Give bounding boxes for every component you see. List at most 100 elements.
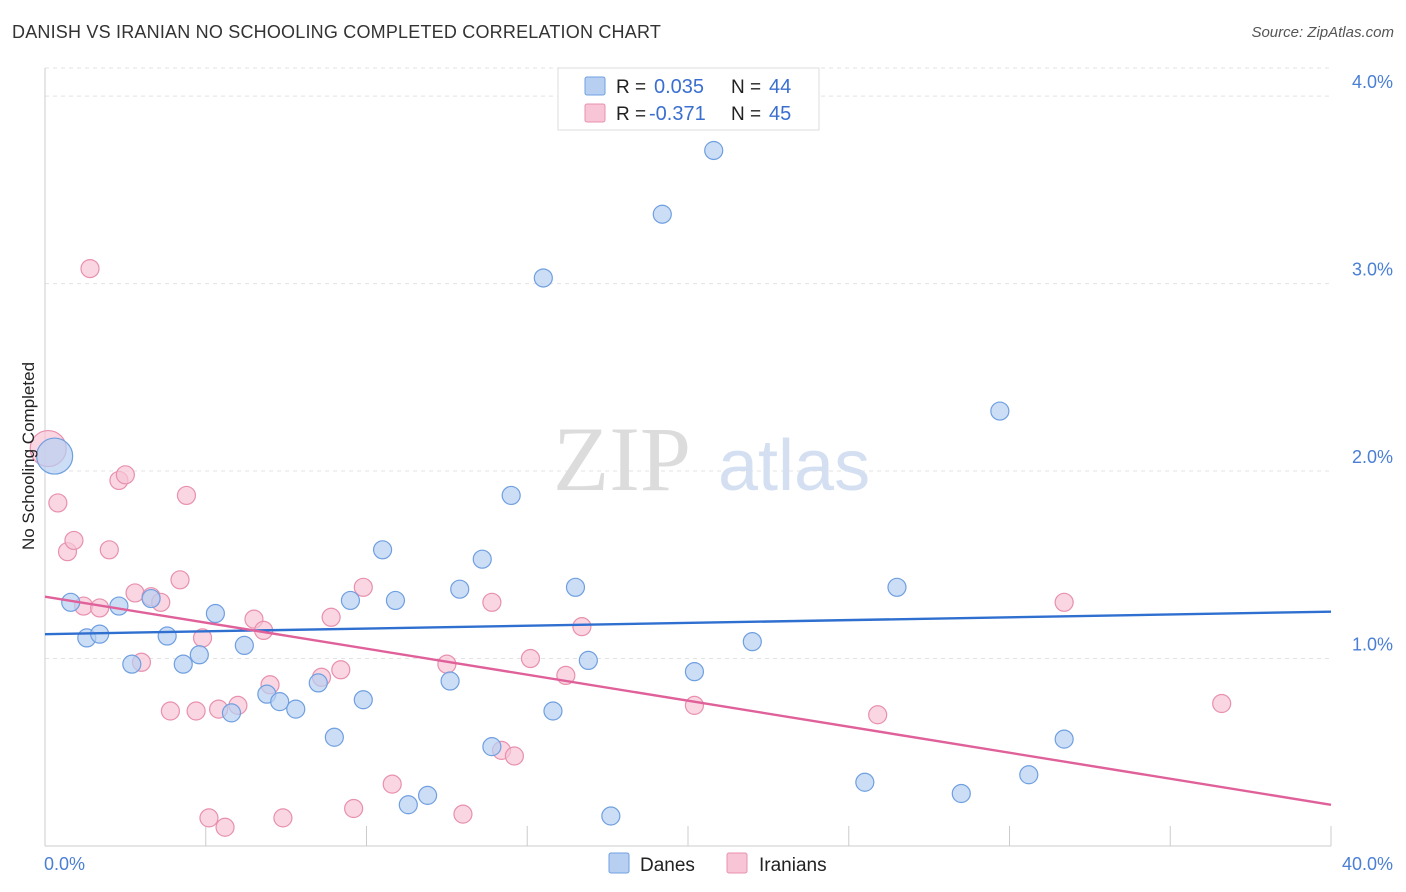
x-ticks [44,826,1332,846]
danes-point [308,673,328,693]
danes-points [36,140,1074,826]
danes-point [684,662,705,682]
iranians-point [572,617,592,637]
legend-r-label-danes: R = [616,77,646,98]
grid-lines [45,67,1331,660]
danes-point [472,549,492,569]
danes-point [501,485,521,506]
iranians-point [1212,693,1232,714]
iranians-point [868,705,888,725]
iranians-point [684,695,705,715]
iranians-point [80,258,100,279]
danes-point [36,437,74,475]
danes-point [1054,729,1074,749]
danes-point [234,635,254,656]
iranians-point [344,798,364,819]
iranians-point [64,530,84,551]
watermark-atlas: atlas [718,426,870,506]
y-tick-label: 1.0% [1352,635,1393,655]
iranians-point [353,577,373,597]
iranians-point [170,570,190,590]
chart-title: DANISH VS IRANIAN NO SCHOOLING COMPLETED… [12,22,662,42]
danes-point [398,795,418,815]
series-legend-label-iranians: Iranians [759,855,827,876]
trend-lines [44,595,1332,806]
series-legend-label-danes: Danes [640,855,695,876]
iranians-point [199,808,219,828]
danes-point [1019,765,1039,785]
danes-point [565,577,586,597]
danes-point [324,727,344,747]
y-tick-label: 2.0% [1352,447,1393,467]
danes-point [157,626,177,646]
danes-point [340,590,361,611]
danes-point [286,699,306,719]
iranians-point [437,654,457,674]
danes-point [951,783,971,804]
danes-point [887,577,907,597]
danes-point [221,703,242,723]
iranians-point [321,607,341,627]
danes-point [742,632,762,652]
danes-point [450,579,470,599]
iranians-point [115,465,135,485]
y-tick-labels: 1.0% 2.0% 3.0% 4.0% [1352,72,1393,654]
iranians-point [331,660,351,680]
danes-point [385,590,406,611]
iranians-point [520,648,541,669]
danes-point [353,690,373,710]
danes-point [543,701,563,721]
danes-point [601,806,621,826]
danes-point [652,204,672,224]
danes-point [578,650,598,671]
legend-r-value-danes: 0.035 [654,76,704,98]
danes-point [122,654,142,674]
danes-point [372,540,393,560]
iranians-point [160,701,180,721]
danes-point [990,401,1010,421]
iranians-point [99,540,119,560]
iranians-point [176,485,197,506]
legend-n-label-iranians: N = [731,104,761,125]
legend-swatch-iranians [584,103,606,123]
danes-point [270,692,290,712]
iranians-point [215,817,235,837]
legend-n-value-iranians: 45 [769,103,791,125]
y-axis-label: No Schooling Completed [19,362,38,550]
iranians-point [273,808,293,828]
iranians-point [186,701,206,721]
x-tick-label-max: 40.0% [1342,854,1393,874]
iranians-point [482,592,502,612]
stats-legend: R = 0.035 N = 44 R = -0.371 N = 45 [557,67,820,131]
source-label: Source: ZipAtlas.com [1251,24,1394,41]
series-legend-swatch-danes [608,852,630,874]
iranians-point [48,493,68,513]
y-tick-label: 3.0% [1352,260,1393,280]
legend-r-label-iranians: R = [616,104,646,125]
danes-point [482,737,502,757]
legend-n-value-danes: 44 [769,76,791,98]
iranians-trend-line [44,595,1332,806]
iranians-point [1054,592,1074,612]
iranians-points [29,258,1232,837]
y-tick-label: 4.0% [1352,72,1393,92]
legend-n-label-danes: N = [731,77,761,98]
series-legend: Danes Iranians [608,852,827,876]
iranians-point [125,583,145,603]
iranians-point [382,774,402,794]
series-legend-swatch-iranians [726,852,748,874]
danes-point [141,588,161,609]
iranians-point [453,804,473,824]
legend-swatch-danes [584,76,606,96]
danes-point [704,140,724,161]
danes-point [417,785,438,805]
danes-trend-line [44,610,1332,636]
x-tick-label-min: 0.0% [44,854,85,874]
danes-point [205,603,225,624]
danes-point [440,671,460,691]
iranians-point [504,746,524,766]
danes-point [189,645,209,665]
legend-r-value-iranians: -0.371 [649,103,706,125]
watermark-zip: ZIP [553,408,691,510]
